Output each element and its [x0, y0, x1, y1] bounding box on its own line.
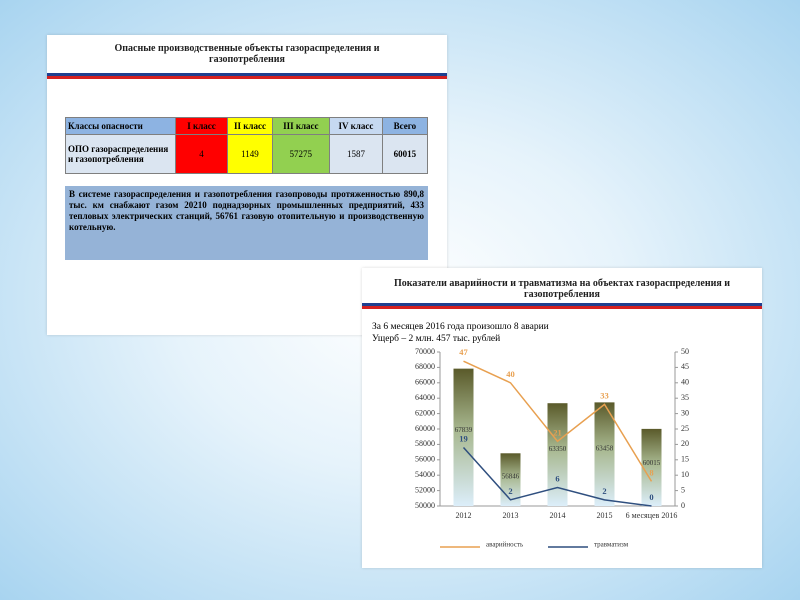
- point-label: 19: [459, 433, 468, 443]
- y2-tick-label: 35: [681, 393, 689, 402]
- point-label: 47: [459, 347, 468, 357]
- point-label: 40: [506, 369, 515, 379]
- y2-tick-label: 15: [681, 455, 689, 464]
- y-tick-label: 60000: [415, 424, 435, 433]
- stripe: [362, 303, 762, 306]
- line: [462, 446, 652, 507]
- line: [463, 360, 653, 482]
- y-tick-label: 66000: [415, 378, 435, 387]
- point-label: 2: [602, 486, 606, 496]
- y2-tick-label: 45: [681, 362, 689, 371]
- bar-label: 60015: [643, 459, 661, 467]
- point-label: 8: [649, 467, 653, 477]
- y-tick-label: 70000: [415, 347, 435, 356]
- y-tick-label: 58000: [415, 439, 435, 448]
- bar: [453, 368, 474, 506]
- y-tick-label: 54000: [415, 470, 435, 479]
- subtitle-line: Ущерб – 2 млн. 457 тыс. рублей: [372, 334, 501, 344]
- y2-tick-label: 5: [681, 485, 685, 494]
- cell: 1149: [227, 134, 273, 174]
- y2-tick-label: 25: [681, 424, 689, 433]
- y-tick-label: 56000: [415, 455, 435, 464]
- x-tick-label: 2014: [550, 511, 566, 520]
- cell: 1587: [329, 134, 383, 174]
- hazard-table: Классы опасности I класс II класс III кл…: [65, 117, 429, 174]
- stripe: [47, 76, 447, 79]
- row-label: ОПО газораспределения и газопотребления: [65, 134, 176, 174]
- panel-title: Опасные производственные объекты газорас…: [114, 43, 380, 65]
- bar: [500, 453, 521, 506]
- header-cell: II класс: [227, 117, 273, 135]
- y-tick-label: 68000: [415, 362, 435, 371]
- header-cell: Классы опасности: [65, 117, 176, 135]
- cell: 4: [174, 134, 229, 174]
- legend-label: травматизм: [594, 541, 629, 549]
- legend-label: аварийность: [486, 541, 523, 549]
- bar: [547, 403, 568, 506]
- x-tick-label: 2013: [503, 511, 519, 520]
- cell: 60015: [381, 134, 429, 174]
- y-tick-label: 50000: [415, 501, 435, 510]
- bar-label: 63350: [549, 445, 567, 453]
- bar-label: 67839: [455, 426, 473, 434]
- x-tick-label: 2015: [597, 511, 613, 520]
- y2-tick-label: 30: [681, 408, 689, 417]
- x-tick-label: 2012: [456, 511, 472, 520]
- left-panel: Опасные производственные объекты газорас…: [47, 35, 447, 335]
- stripe: [47, 73, 447, 76]
- bar-label: 56846: [502, 473, 520, 481]
- header-cell: Всего: [381, 117, 429, 135]
- y2-tick-label: 0: [681, 501, 685, 510]
- point-label: 21: [553, 427, 562, 437]
- point-label: 2: [508, 486, 512, 496]
- y2-tick-label: 10: [681, 470, 689, 479]
- bar: [594, 402, 615, 506]
- x-tick-label: 6 месяцев 2016: [626, 511, 678, 520]
- y2-tick-label: 20: [681, 439, 689, 448]
- point-label: 6: [555, 473, 559, 483]
- header-cell: IV класс: [329, 117, 383, 135]
- cell: 57275: [271, 134, 331, 174]
- bar: [641, 428, 662, 506]
- chart-title: Показатели аварийности и травматизма на …: [393, 278, 731, 300]
- subtitle: За 6 месяцев 2016 года произошло 8 авари…: [372, 321, 549, 345]
- y2-tick-label: 40: [681, 378, 689, 387]
- y2-tick-label: 50: [681, 347, 689, 356]
- stripe: [362, 306, 762, 309]
- note: В системе газораспределения и газопотреб…: [65, 186, 428, 260]
- subtitle-line: За 6 месяцев 2016 года произошло 8 авари…: [372, 322, 549, 332]
- point-label: 33: [600, 390, 609, 400]
- y-tick-label: 62000: [415, 408, 435, 417]
- point-label: 0: [649, 492, 653, 502]
- bar-label: 63458: [596, 445, 614, 453]
- y-tick-label: 64000: [415, 393, 435, 402]
- header-cell: I класс: [174, 117, 229, 135]
- y-tick-label: 52000: [415, 485, 435, 494]
